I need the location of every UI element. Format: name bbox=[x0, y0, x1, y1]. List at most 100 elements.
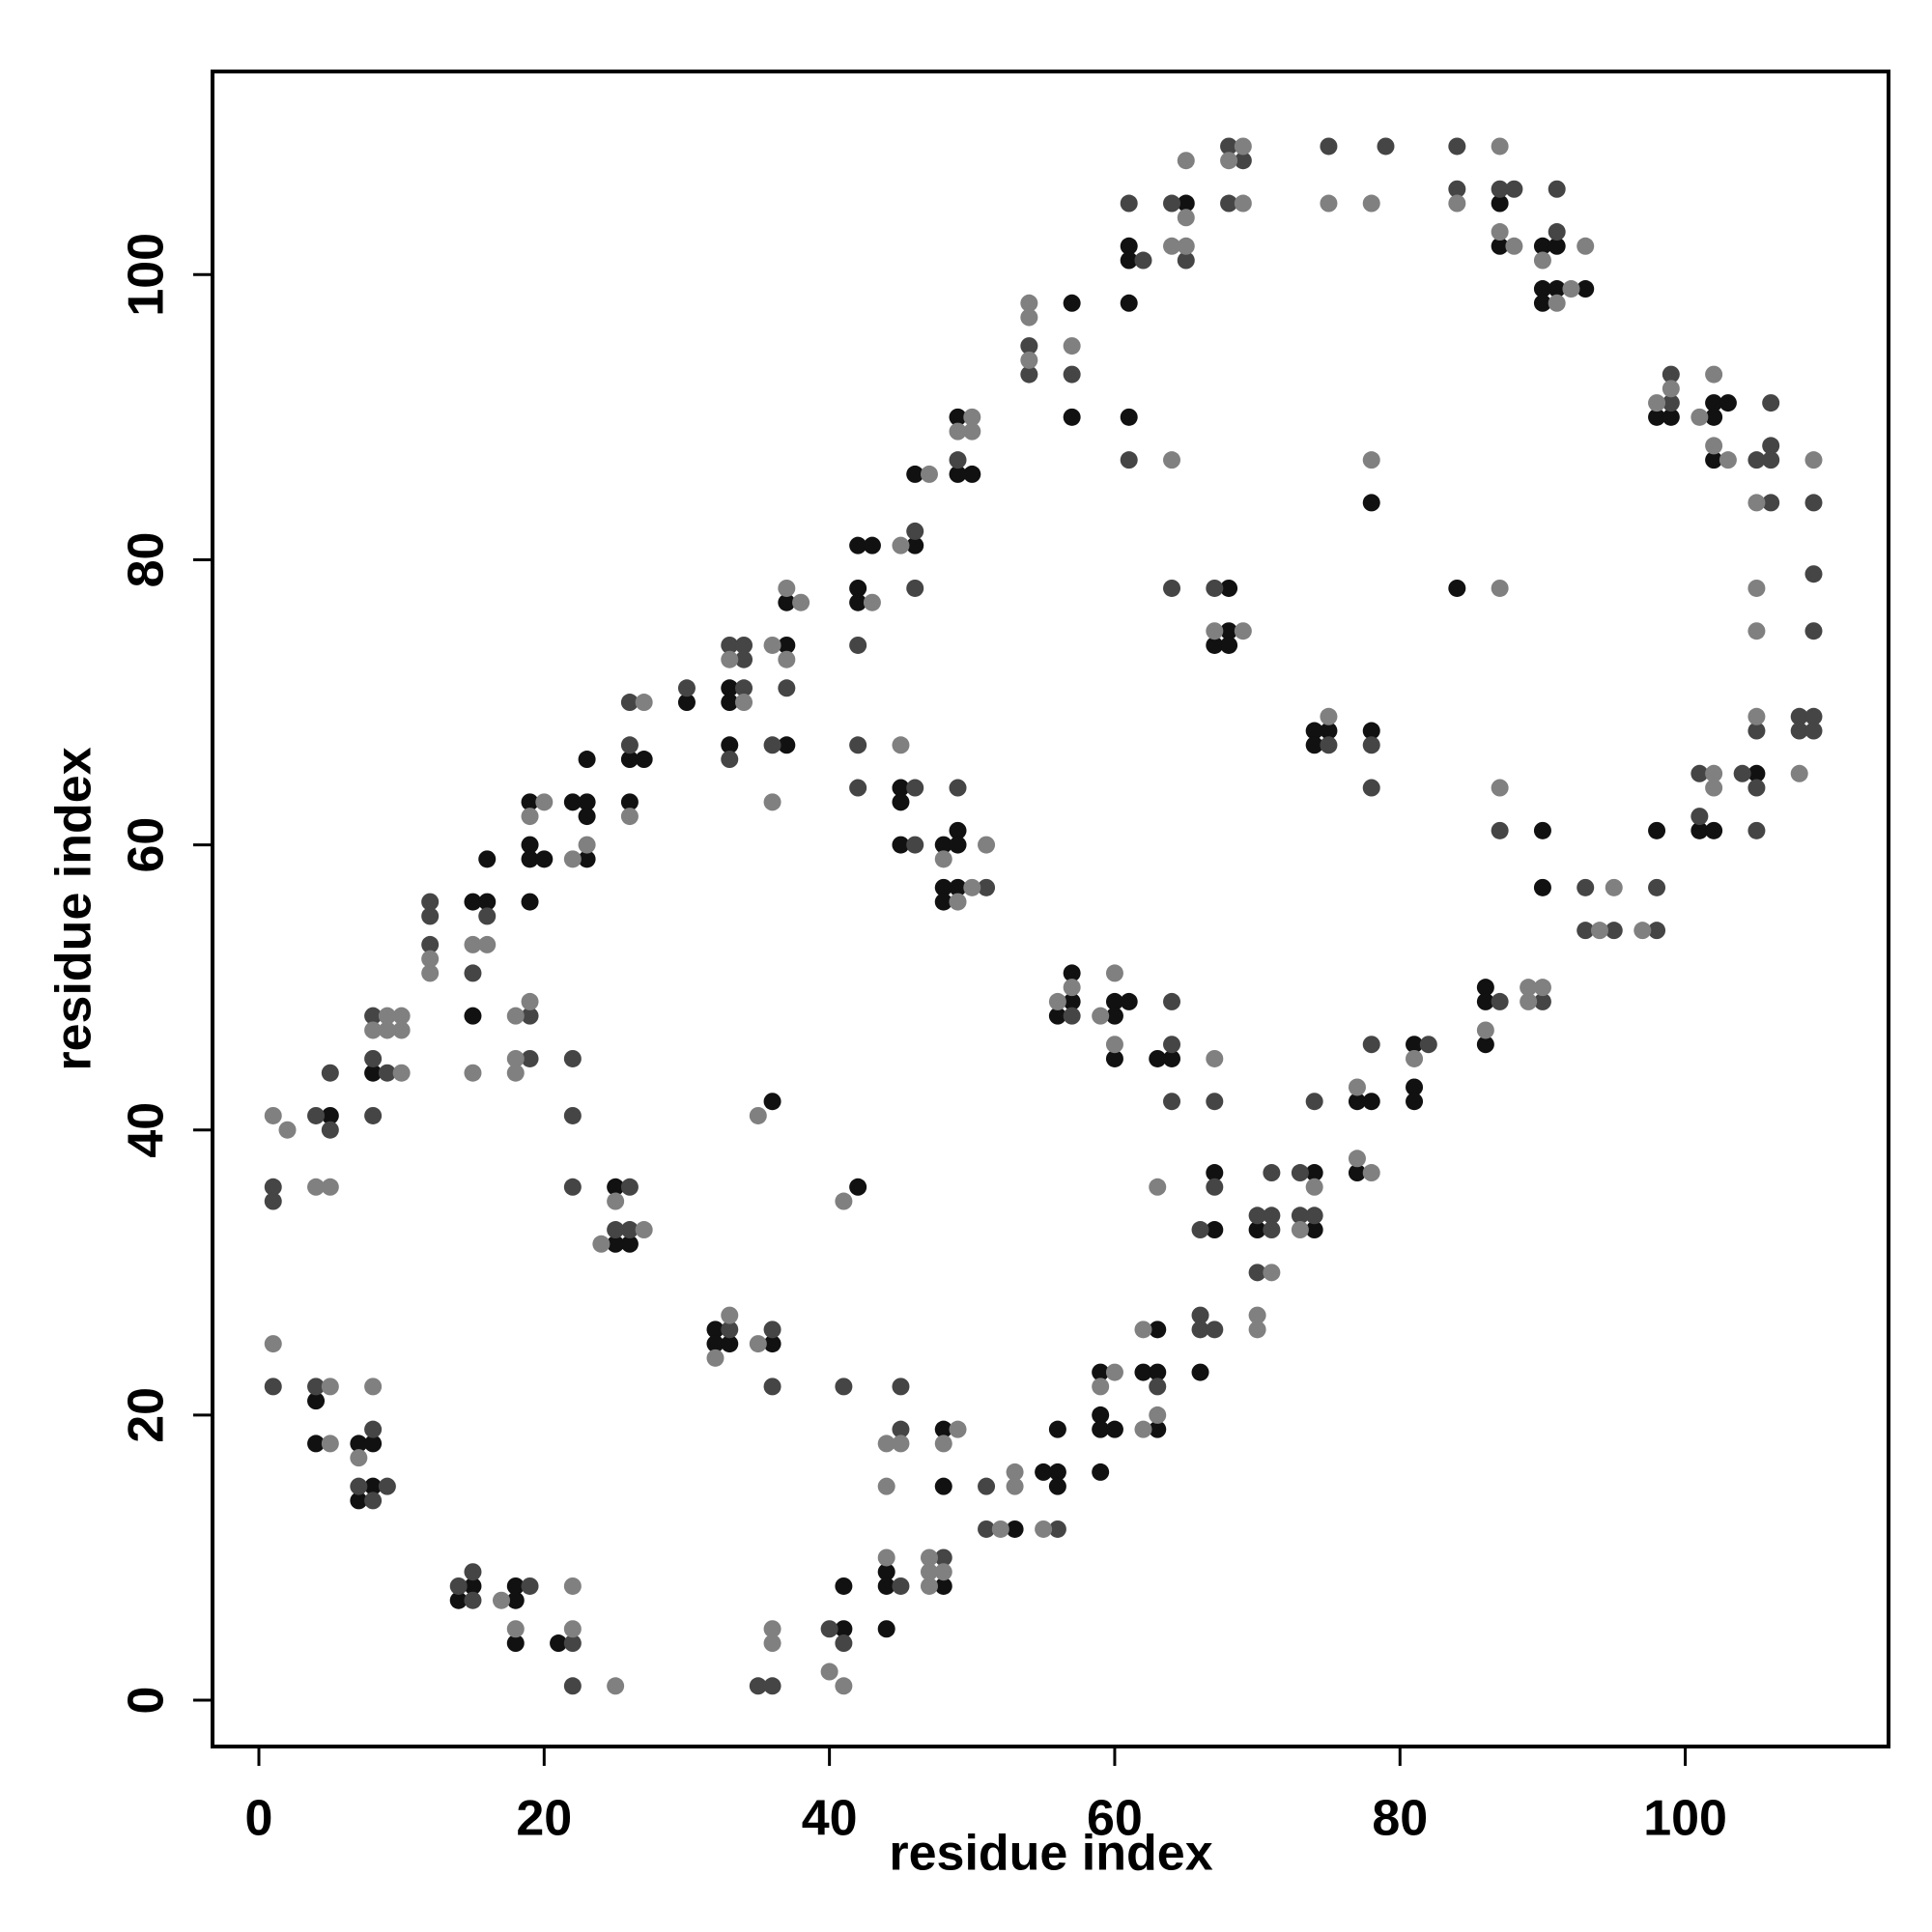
point bbox=[1048, 1420, 1066, 1438]
point bbox=[1234, 152, 1252, 170]
point bbox=[1263, 1221, 1281, 1239]
point bbox=[778, 736, 796, 754]
point bbox=[563, 1577, 582, 1595]
point bbox=[920, 1563, 938, 1581]
point bbox=[1648, 408, 1666, 426]
point bbox=[763, 636, 781, 654]
point bbox=[892, 779, 910, 797]
point bbox=[1149, 1363, 1167, 1381]
point bbox=[920, 1548, 938, 1567]
point bbox=[892, 536, 910, 554]
point bbox=[506, 1591, 525, 1609]
point bbox=[721, 1321, 739, 1339]
point bbox=[1705, 764, 1723, 782]
point bbox=[1577, 237, 1595, 255]
point bbox=[1048, 1463, 1066, 1481]
point bbox=[1191, 1221, 1209, 1239]
point bbox=[835, 1378, 853, 1396]
point bbox=[506, 1049, 525, 1067]
point bbox=[607, 1235, 625, 1253]
point bbox=[1790, 722, 1808, 740]
point bbox=[1063, 337, 1081, 355]
point bbox=[1105, 1036, 1123, 1054]
point bbox=[421, 935, 440, 953]
point bbox=[1291, 1164, 1309, 1182]
point bbox=[1362, 722, 1380, 740]
point bbox=[721, 650, 739, 668]
point bbox=[1305, 1221, 1323, 1239]
point bbox=[1234, 137, 1252, 156]
point bbox=[1291, 1221, 1309, 1239]
point bbox=[763, 736, 781, 754]
point bbox=[1035, 1520, 1053, 1538]
point bbox=[1719, 394, 1737, 412]
point bbox=[1020, 351, 1038, 369]
point bbox=[620, 736, 639, 754]
point bbox=[578, 751, 596, 769]
point bbox=[1648, 821, 1666, 839]
point bbox=[506, 1007, 525, 1025]
point bbox=[1149, 1406, 1167, 1424]
point bbox=[706, 1349, 724, 1367]
point bbox=[1006, 1463, 1024, 1481]
point bbox=[1177, 251, 1195, 270]
point bbox=[1063, 408, 1081, 426]
point bbox=[1149, 1178, 1167, 1196]
point bbox=[1020, 294, 1038, 312]
point bbox=[563, 1049, 582, 1067]
point bbox=[1206, 636, 1224, 654]
point bbox=[735, 694, 753, 712]
point bbox=[1662, 394, 1680, 412]
point bbox=[1149, 1321, 1167, 1339]
point bbox=[1362, 494, 1380, 512]
point bbox=[1533, 992, 1551, 1010]
point bbox=[1419, 1036, 1437, 1054]
point bbox=[763, 1677, 781, 1695]
point bbox=[464, 1577, 482, 1595]
point bbox=[563, 1634, 582, 1653]
point bbox=[1234, 622, 1252, 640]
point bbox=[1705, 365, 1723, 384]
point bbox=[578, 808, 596, 826]
point bbox=[721, 751, 739, 769]
point bbox=[1263, 1164, 1281, 1182]
point bbox=[1491, 779, 1509, 797]
point bbox=[350, 1449, 368, 1467]
point bbox=[735, 679, 753, 697]
point bbox=[563, 1677, 582, 1695]
point bbox=[1548, 180, 1566, 198]
point bbox=[1305, 1164, 1323, 1182]
point bbox=[1248, 1321, 1266, 1339]
point bbox=[1491, 992, 1509, 1010]
point bbox=[1590, 922, 1608, 940]
point bbox=[1690, 808, 1709, 826]
point bbox=[978, 1477, 996, 1495]
point bbox=[1206, 1164, 1224, 1182]
point bbox=[1063, 964, 1081, 982]
point bbox=[1762, 451, 1780, 469]
point bbox=[1163, 237, 1181, 255]
point bbox=[721, 1306, 739, 1324]
point bbox=[1690, 821, 1709, 839]
point bbox=[1063, 992, 1081, 1010]
point bbox=[949, 836, 967, 854]
point bbox=[892, 1420, 910, 1438]
point bbox=[1448, 137, 1466, 156]
point bbox=[1191, 1363, 1209, 1381]
point bbox=[521, 850, 539, 868]
point bbox=[1548, 294, 1566, 312]
point bbox=[635, 751, 653, 769]
point bbox=[1577, 922, 1595, 940]
point bbox=[820, 1662, 838, 1681]
point bbox=[1747, 779, 1766, 797]
point bbox=[1105, 964, 1123, 982]
point bbox=[1163, 1093, 1181, 1111]
point bbox=[1448, 180, 1466, 198]
x-axis-title: residue index bbox=[889, 1826, 1212, 1882]
point bbox=[949, 878, 967, 896]
point bbox=[1804, 565, 1823, 583]
point bbox=[906, 836, 924, 854]
point bbox=[1804, 707, 1823, 725]
point bbox=[421, 893, 440, 911]
point bbox=[706, 1335, 724, 1353]
